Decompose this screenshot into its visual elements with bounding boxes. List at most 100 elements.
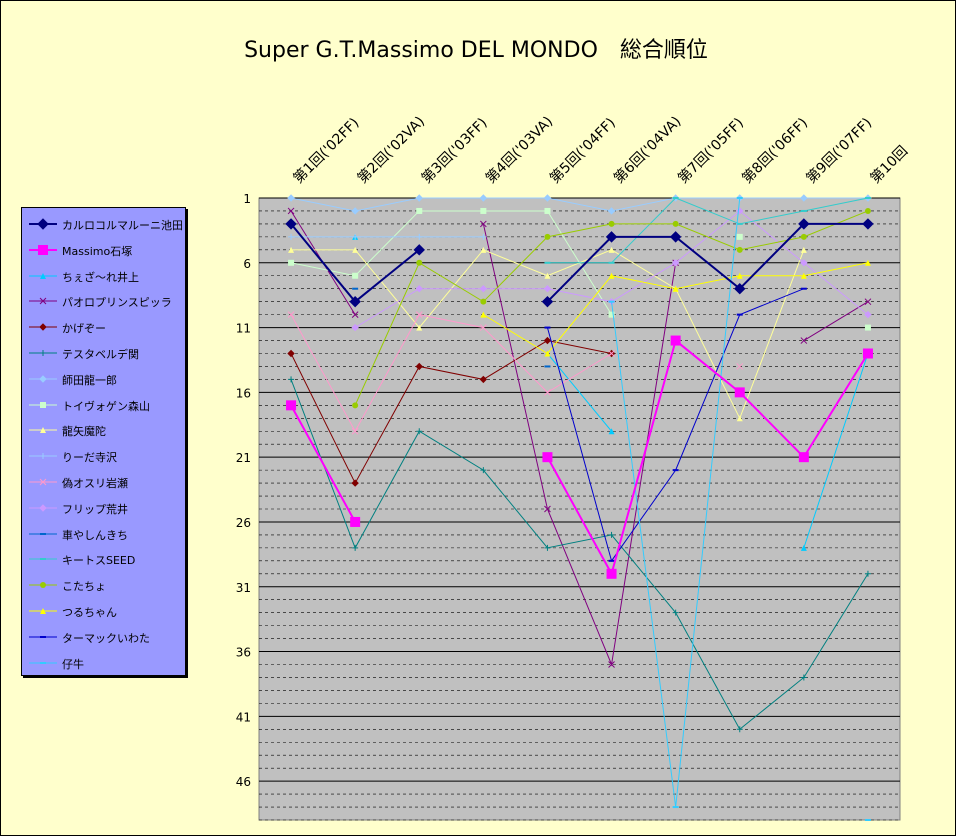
data-point — [416, 259, 423, 266]
data-point — [608, 311, 615, 318]
data-point — [480, 311, 487, 318]
chart-title: Super G.T.Massimo DEL MONDO 総合順位 — [244, 38, 708, 63]
y-tick-label: 26 — [236, 516, 251, 530]
data-point — [352, 272, 359, 279]
legend-label: りーだ寺沢 — [62, 451, 117, 465]
legend-swatch — [29, 582, 57, 589]
data-point — [479, 375, 488, 384]
data-point — [671, 259, 680, 267]
legend-item: トイヴォゲン森山 — [28, 395, 184, 415]
data-point — [351, 207, 359, 215]
legend-item: カルロコルマルーニ池田 — [28, 214, 184, 234]
legend-item: キートスSEED — [28, 549, 184, 569]
legend-swatch — [29, 218, 57, 230]
data-point — [543, 336, 552, 345]
data-point — [352, 544, 359, 551]
data-point — [608, 661, 615, 668]
legend-swatch-marker — [40, 453, 46, 460]
legend-item: りーだ寺沢 — [28, 446, 184, 466]
data-point — [608, 272, 615, 279]
data-point — [350, 516, 361, 527]
x-category-label: 第8回('06FF) — [739, 114, 812, 187]
data-point — [480, 298, 487, 305]
data-point — [287, 349, 295, 358]
data-point — [541, 295, 554, 308]
legend-swatch-marker — [37, 218, 49, 230]
data-point — [736, 726, 743, 733]
legend-label: 龍矢魔陀 — [62, 425, 106, 439]
data-point — [800, 233, 807, 240]
data-point — [608, 350, 615, 357]
series-13 — [544, 197, 871, 264]
data-point — [351, 311, 359, 318]
data-point — [544, 272, 551, 279]
legend-label: テスタベルデ関 — [62, 348, 139, 361]
legend-swatch — [29, 401, 57, 408]
data-point — [416, 207, 423, 214]
x-category-label: 第10回 — [867, 142, 911, 186]
data-point — [479, 285, 488, 293]
legend-item: 龍矢魔陀 — [28, 420, 184, 440]
data-point — [479, 194, 488, 202]
series-line — [547, 197, 869, 264]
data-point — [800, 674, 807, 681]
data-point — [415, 194, 423, 202]
data-point — [862, 348, 873, 359]
data-point — [415, 311, 423, 318]
legend-label: かげぞー — [62, 322, 106, 336]
y-tick-label: 31 — [236, 581, 251, 595]
data-point — [800, 246, 807, 253]
legend-item: フリップ荒井 — [28, 498, 184, 518]
data-point — [479, 324, 487, 331]
legend-label: ちぇざ〜れ井上 — [62, 270, 139, 284]
data-point — [351, 427, 359, 435]
data-point — [736, 272, 743, 279]
data-point — [286, 400, 297, 411]
data-point — [415, 362, 423, 371]
legend-label: トイヴォゲン森山 — [62, 399, 150, 413]
data-point — [287, 194, 295, 202]
legend-item: かげぞー — [28, 317, 184, 337]
legend-swatch — [29, 272, 57, 279]
legend-label: ターマックいわた — [62, 631, 150, 645]
series-7 — [288, 207, 871, 331]
data-point — [544, 544, 551, 551]
legend-swatch — [29, 350, 57, 356]
legend-item: 車やしんきち — [28, 524, 184, 544]
legend-swatch-marker — [39, 504, 47, 512]
series-5 — [288, 376, 871, 733]
data-point — [351, 323, 359, 332]
data-point — [864, 324, 871, 331]
x-category-label: 第9回('07FF) — [803, 114, 876, 187]
data-point — [736, 415, 743, 422]
legend-item: ターマックいわた — [28, 627, 184, 647]
series-16 — [544, 287, 807, 562]
legend-swatch — [29, 532, 57, 535]
data-point — [349, 295, 361, 308]
series-17 — [608, 198, 871, 820]
legend-label: Massimo石塚 — [62, 244, 133, 258]
legend-swatch — [29, 323, 57, 331]
x-category-label: 第5回('04FF) — [546, 114, 619, 187]
series-9 — [288, 233, 487, 240]
data-point — [800, 194, 808, 202]
data-point — [544, 350, 551, 357]
legend-swatch-marker — [40, 272, 46, 279]
legend-swatch — [29, 504, 57, 512]
legend-swatch — [29, 608, 57, 614]
legend-label: フリップ荒井 — [62, 502, 128, 516]
legend-swatch — [29, 375, 57, 383]
plot-area: 161116212631364146第1回('02FF)第2回('02VA)第3… — [236, 113, 911, 820]
data-point — [480, 207, 487, 214]
data-point — [800, 259, 808, 267]
data-point — [669, 231, 682, 243]
series-line — [290, 338, 869, 577]
data-point — [351, 479, 359, 487]
legend-item: こたちょ — [28, 575, 184, 595]
legend-label: こたちょ — [62, 580, 106, 594]
data-point — [606, 568, 617, 579]
data-point — [352, 246, 359, 253]
legend-item: パオロプリンスピッラ — [28, 291, 184, 311]
data-point — [672, 609, 679, 616]
data-point — [543, 194, 552, 202]
